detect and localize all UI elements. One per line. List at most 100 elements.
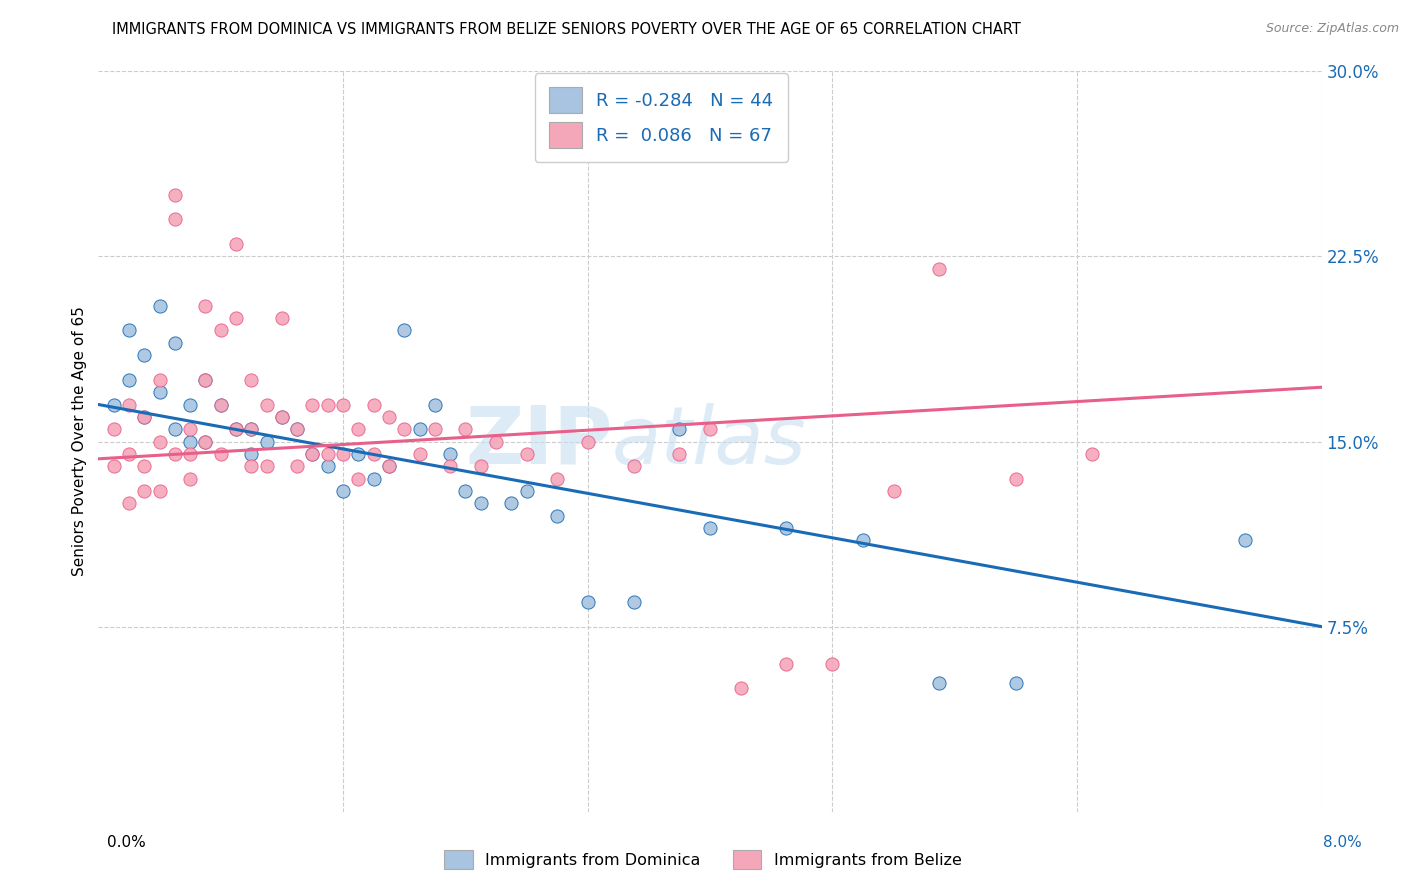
Point [163,447,186,461]
Point [118,496,141,510]
Point [256,459,278,474]
Point [240,422,263,436]
Point [1004,471,1026,485]
Point [149,299,172,313]
Text: Source: ZipAtlas.com: Source: ZipAtlas.com [1265,22,1399,36]
Point [439,447,461,461]
Point [194,434,217,449]
Point [1081,447,1104,461]
Point [134,409,156,424]
Point [378,459,401,474]
Point [179,471,201,485]
Point [225,422,247,436]
Text: IMMIGRANTS FROM DOMINICA VS IMMIGRANTS FROM BELIZE SENIORS POVERTY OVER THE AGE : IMMIGRANTS FROM DOMINICA VS IMMIGRANTS F… [112,22,1021,37]
Point [363,447,385,461]
Text: ZIP: ZIP [465,402,612,481]
Point [576,595,599,609]
Point [730,681,752,696]
Point [103,398,125,412]
Point [240,459,263,474]
Point [163,422,186,436]
Point [423,398,446,412]
Point [501,496,523,510]
Point [240,447,263,461]
Point [699,521,721,535]
Point [149,483,172,498]
Point [301,447,323,461]
Point [883,483,905,498]
Point [363,471,385,485]
Point [194,373,217,387]
Point [209,398,232,412]
Point [118,398,141,412]
Point [408,447,430,461]
Point [194,373,217,387]
Point [363,398,385,412]
Point [285,459,308,474]
Point [118,447,141,461]
Point [179,447,201,461]
Point [256,434,278,449]
Point [332,447,354,461]
Point [134,459,156,474]
Point [516,447,538,461]
Point [256,398,278,412]
Point [240,422,263,436]
Point [209,324,232,338]
Point [149,385,172,400]
Point [928,676,950,690]
Point [439,459,461,474]
Point [179,422,201,436]
Point [408,422,430,436]
Point [775,521,797,535]
Point [225,237,247,252]
Point [316,398,339,412]
Point [163,187,186,202]
Point [392,422,416,436]
Point [332,398,354,412]
Point [194,434,217,449]
Point [285,422,308,436]
Point [134,409,156,424]
Point [209,398,232,412]
Point [378,409,401,424]
Point [209,447,232,461]
Point [470,496,492,510]
Point [668,447,690,461]
Point [225,311,247,326]
Point [470,459,492,474]
Text: 0.0%: 0.0% [107,836,146,850]
Point [378,459,401,474]
Point [546,508,568,523]
Point [270,311,294,326]
Point [347,422,370,436]
Point [1004,676,1026,690]
Point [163,212,186,227]
Point [485,434,508,449]
Point [194,299,217,313]
Point [301,398,323,412]
Point [546,471,568,485]
Y-axis label: Seniors Poverty Over the Age of 65: Seniors Poverty Over the Age of 65 [72,307,87,576]
Point [149,434,172,449]
Point [928,261,950,276]
Point [623,459,645,474]
Point [103,459,125,474]
Point [454,422,477,436]
Point [225,422,247,436]
Point [103,422,125,436]
Point [775,657,797,671]
Point [516,483,538,498]
Point [623,595,645,609]
Point [347,447,370,461]
Point [149,373,172,387]
Point [1234,533,1257,548]
Point [316,447,339,461]
Point [576,434,599,449]
Point [347,471,370,485]
Point [163,335,186,350]
Point [301,447,323,461]
Legend: R = -0.284   N = 44, R =  0.086   N = 67: R = -0.284 N = 44, R = 0.086 N = 67 [534,73,787,162]
Point [423,422,446,436]
Point [699,422,721,436]
